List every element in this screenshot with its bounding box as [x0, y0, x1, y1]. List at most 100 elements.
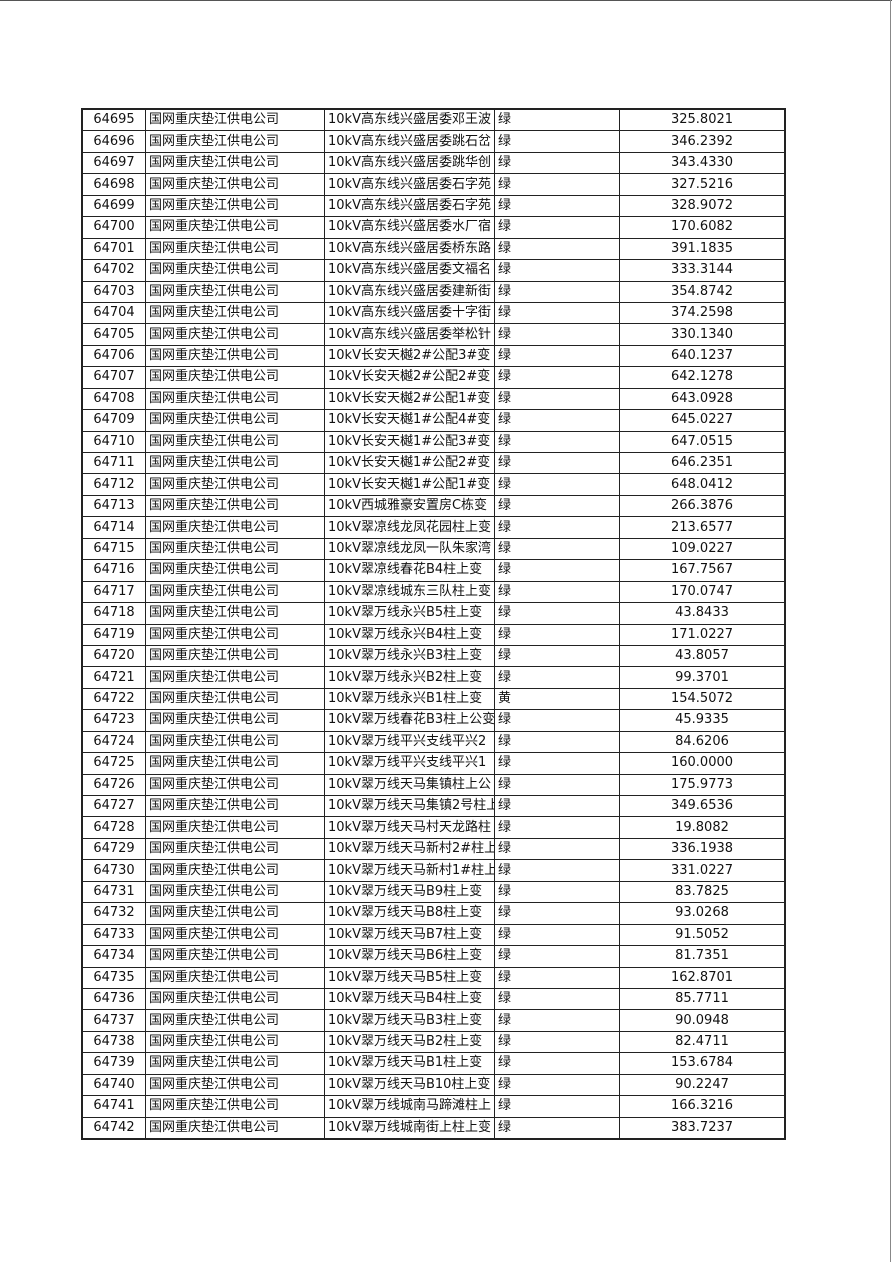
company-cell: 国网重庆垫江供电公司 [145, 602, 325, 625]
table-row: 64742 国网重庆垫江供电公司 10kV翠万线城南街上柱上变绿 383.7237 [81, 1116, 786, 1140]
table-row: 64710 国网重庆垫江供电公司 10kV长安天樾1#公配3#变绿 647.0515 [81, 430, 786, 454]
company-cell: 国网重庆垫江供电公司 [145, 644, 325, 668]
row-id: 64699 [81, 194, 146, 218]
row-id: 64739 [81, 1052, 146, 1075]
row-id: 64734 [81, 945, 146, 968]
status-cell: 绿 [494, 194, 620, 218]
company-cell: 国网重庆垫江供电公司 [145, 430, 325, 454]
value-cell: 84.6206 [619, 730, 786, 754]
company-cell: 国网重庆垫江供电公司 [145, 1073, 325, 1097]
line-name-cell: 10kV翠万线平兴支线平兴2 [324, 730, 495, 754]
line-name-cell: 10kV长安天樾1#公配3#变 [324, 430, 495, 454]
company-cell: 国网重庆垫江供电公司 [145, 537, 325, 561]
row-id: 64714 [81, 516, 146, 539]
status-cell: 绿 [494, 602, 620, 625]
value-cell: 99.3701 [619, 666, 786, 689]
table-row: 64713 国网重庆垫江供电公司 10kV西城雅豪安置房C栋变绿 266.3876 [81, 494, 786, 518]
line-name-cell: 10kV西城雅豪安置房C栋变 [324, 494, 495, 518]
value-cell: 162.8701 [619, 966, 786, 989]
line-name-cell: 10kV高东线兴盛居委跳华创 [324, 151, 495, 175]
status-cell: 绿 [494, 559, 620, 582]
status-cell: 绿 [494, 580, 620, 604]
row-id: 64725 [81, 752, 146, 775]
row-id: 64697 [81, 151, 146, 175]
company-cell: 国网重庆垫江供电公司 [145, 1052, 325, 1075]
line-name-cell: 10kV高东线兴盛居委举松针 [324, 323, 495, 346]
company-cell: 国网重庆垫江供电公司 [145, 151, 325, 175]
status-cell: 绿 [494, 987, 620, 1011]
row-id: 64705 [81, 323, 146, 346]
table-row: 64702 国网重庆垫江供电公司 10kV高东线兴盛居委文福名绿 333.3144 [81, 259, 786, 282]
row-id: 64702 [81, 259, 146, 282]
table-row: 64725 国网重庆垫江供电公司 10kV翠万线平兴支线平兴1 绿 160.0000 [81, 752, 786, 775]
value-cell: 93.0268 [619, 902, 786, 925]
status-cell: 绿 [494, 537, 620, 561]
value-cell: 43.8433 [619, 602, 786, 625]
row-id: 64742 [81, 1116, 146, 1140]
row-id: 64711 [81, 451, 146, 475]
table-row: 64732 国网重庆垫江供电公司 10kV翠万线天马B8柱上变绿 93.0268 [81, 902, 786, 925]
table-row: 64712 国网重庆垫江供电公司 10kV长安天樾1#公配1#变绿 648.0412 [81, 473, 786, 496]
status-cell: 绿 [494, 966, 620, 989]
status-cell: 绿 [494, 730, 620, 754]
row-id: 64696 [81, 130, 146, 153]
table-row: 64730 国网重庆垫江供电公司 10kV翠万线天马新村1#柱上绿 331.0227 [81, 859, 786, 882]
row-id: 64741 [81, 1095, 146, 1118]
line-name-cell: 10kV翠万线天马B2柱上变 [324, 1030, 495, 1054]
status-cell: 绿 [494, 280, 620, 303]
value-cell: 109.0227 [619, 537, 786, 561]
row-id: 64737 [81, 1009, 146, 1032]
value-cell: 391.1835 [619, 237, 786, 261]
table-row: 64697 国网重庆垫江供电公司 10kV高东线兴盛居委跳华创绿 343.4330 [81, 151, 786, 175]
company-cell: 国网重庆垫江供电公司 [145, 451, 325, 475]
line-name-cell: 10kV长安天樾2#公配1#变 [324, 387, 495, 411]
table-row: 64734 国网重庆垫江供电公司 10kV翠万线天马B6柱上变绿 81.7351 [81, 945, 786, 968]
company-cell: 国网重庆垫江供电公司 [145, 752, 325, 775]
company-cell: 国网重庆垫江供电公司 [145, 194, 325, 218]
status-cell: 绿 [494, 1116, 620, 1140]
status-cell: 绿 [494, 773, 620, 797]
value-cell: 646.2351 [619, 451, 786, 475]
table-row: 64704 国网重庆垫江供电公司 10kV高东线兴盛居委十字街绿 374.2598 [81, 301, 786, 325]
table-row: 64727 国网重庆垫江供电公司 10kV翠万线天马集镇2号柱上绿 349.6536 [81, 794, 786, 818]
line-name-cell: 10kV长安天樾2#公配2#变 [324, 366, 495, 389]
row-id: 64698 [81, 173, 146, 196]
status-cell: 绿 [494, 945, 620, 968]
line-name-cell: 10kV翠万线永兴B3柱上变 [324, 644, 495, 668]
company-cell: 国网重庆垫江供电公司 [145, 409, 325, 432]
line-name-cell: 10kV翠万线天马B5柱上变 [324, 966, 495, 989]
value-cell: 647.0515 [619, 430, 786, 454]
row-id: 64703 [81, 280, 146, 303]
status-cell: 黄 [494, 687, 620, 711]
value-cell: 167.7567 [619, 559, 786, 582]
line-name-cell: 10kV翠凉线春花B4柱上变 [324, 559, 495, 582]
value-cell: 346.2392 [619, 130, 786, 153]
row-id: 64707 [81, 366, 146, 389]
table-row: 64717 国网重庆垫江供电公司 10kV翠凉线城东三队柱上变绿 170.0747 [81, 580, 786, 604]
value-cell: 45.9335 [619, 709, 786, 732]
line-name-cell: 10kV翠万线天马B4柱上变 [324, 987, 495, 1011]
line-name-cell: 10kV长安天樾1#公配1#变 [324, 473, 495, 496]
status-cell: 绿 [494, 259, 620, 282]
line-name-cell: 10kV翠万线永兴B2柱上变 [324, 666, 495, 689]
status-cell: 绿 [494, 130, 620, 153]
row-id: 64722 [81, 687, 146, 711]
status-cell: 绿 [494, 237, 620, 261]
table-row: 64733 国网重庆垫江供电公司 10kV翠万线天马B7柱上变绿 91.5052 [81, 923, 786, 947]
line-name-cell: 10kV高东线兴盛居委文福名 [324, 259, 495, 282]
row-id: 64720 [81, 644, 146, 668]
company-cell: 国网重庆垫江供电公司 [145, 323, 325, 346]
status-cell: 绿 [494, 859, 620, 882]
table-row: 64741 国网重庆垫江供电公司 10kV翠万线城南马蹄滩柱上绿 166.3216 [81, 1095, 786, 1118]
row-id: 64717 [81, 580, 146, 604]
line-name-cell: 10kV翠万线天马B8柱上变 [324, 902, 495, 925]
table-row: 64714 国网重庆垫江供电公司 10kV翠凉线龙凤花园柱上变绿 213.6577 [81, 516, 786, 539]
company-cell: 国网重庆垫江供电公司 [145, 923, 325, 947]
line-name-cell: 10kV翠万线城南街上柱上变 [324, 1116, 495, 1140]
status-cell: 绿 [494, 880, 620, 904]
company-cell: 国网重庆垫江供电公司 [145, 580, 325, 604]
table-row: 64699 国网重庆垫江供电公司 10kV高东线兴盛居委石字苑绿 328.9072 [81, 194, 786, 218]
row-id: 64728 [81, 816, 146, 839]
value-cell: 91.5052 [619, 923, 786, 947]
value-cell: 160.0000 [619, 752, 786, 775]
